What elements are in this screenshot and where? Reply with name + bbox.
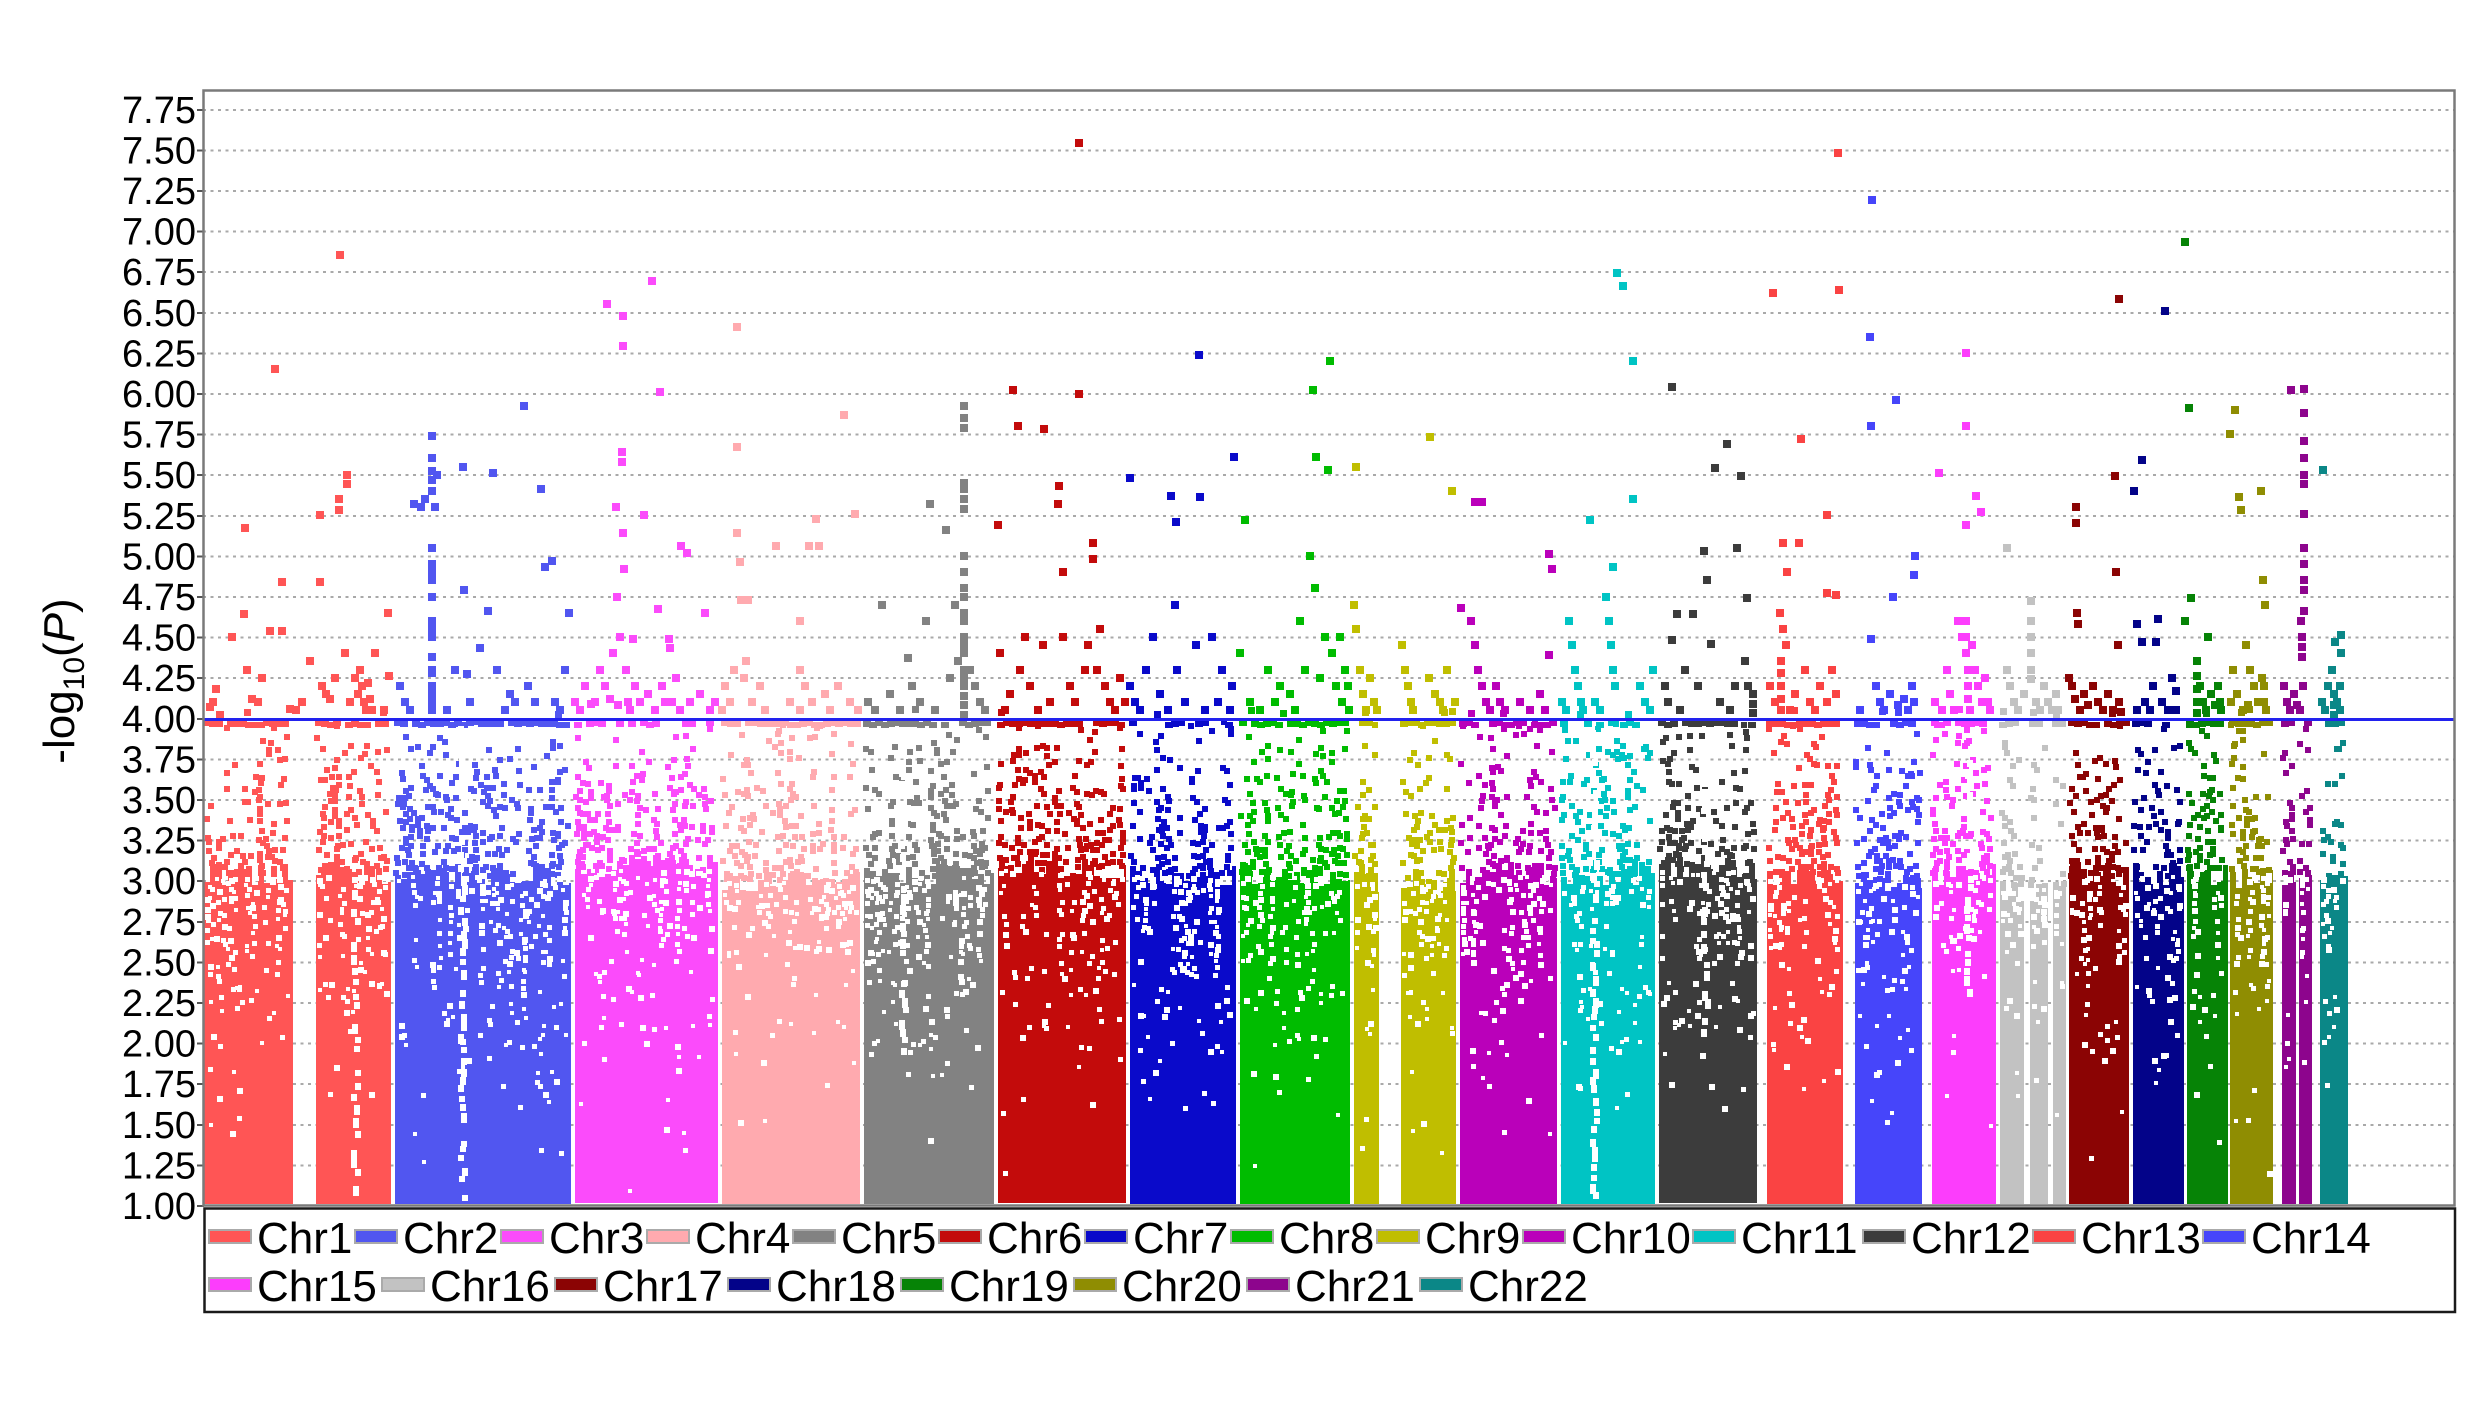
- svg-text:5.50: 5.50: [122, 455, 196, 497]
- svg-text:4.00: 4.00: [122, 699, 196, 741]
- svg-text:Chr14: Chr14: [2251, 1214, 2371, 1263]
- svg-text:Chr3: Chr3: [549, 1214, 644, 1263]
- svg-text:3.50: 3.50: [122, 780, 196, 822]
- svg-text:1.50: 1.50: [122, 1105, 196, 1147]
- svg-text:Chr1: Chr1: [257, 1214, 352, 1263]
- svg-text:7.50: 7.50: [122, 130, 196, 172]
- svg-text:1.00: 1.00: [122, 1186, 196, 1228]
- svg-text:Chr2: Chr2: [403, 1214, 498, 1263]
- svg-text:4.75: 4.75: [122, 577, 196, 619]
- svg-text:Chr11: Chr11: [1741, 1214, 1858, 1263]
- svg-text:Chr6: Chr6: [987, 1214, 1082, 1263]
- svg-text:5.25: 5.25: [122, 496, 196, 538]
- svg-text:Chr19: Chr19: [949, 1262, 1069, 1311]
- svg-text:Chr9: Chr9: [1425, 1214, 1520, 1263]
- svg-text:6.75: 6.75: [122, 252, 196, 294]
- svg-text:5.00: 5.00: [122, 536, 196, 578]
- svg-text:6.25: 6.25: [122, 333, 196, 375]
- svg-text:6.50: 6.50: [122, 293, 196, 335]
- svg-text:-log10(P): -log10(P): [35, 598, 91, 763]
- svg-text:3.75: 3.75: [122, 739, 196, 781]
- svg-text:Chr16: Chr16: [430, 1262, 550, 1311]
- svg-text:7.75: 7.75: [122, 90, 196, 132]
- svg-text:Chr7: Chr7: [1133, 1214, 1228, 1263]
- svg-text:7.00: 7.00: [122, 212, 196, 254]
- svg-text:5.75: 5.75: [122, 415, 196, 457]
- svg-text:Chr10: Chr10: [1571, 1214, 1691, 1263]
- svg-text:Chr20: Chr20: [1122, 1262, 1242, 1311]
- svg-text:Chr4: Chr4: [695, 1214, 790, 1263]
- svg-text:7.25: 7.25: [122, 171, 196, 213]
- svg-text:2.00: 2.00: [122, 1024, 196, 1066]
- svg-text:2.75: 2.75: [122, 902, 196, 944]
- svg-text:4.25: 4.25: [122, 658, 196, 700]
- svg-text:6.00: 6.00: [122, 374, 196, 416]
- svg-text:Chr12: Chr12: [1911, 1214, 2031, 1263]
- svg-text:2.25: 2.25: [122, 983, 196, 1025]
- svg-text:Chr13: Chr13: [2081, 1214, 2201, 1263]
- svg-text:Chr17: Chr17: [603, 1262, 723, 1311]
- svg-text:3.25: 3.25: [122, 821, 196, 863]
- svg-text:2.50: 2.50: [122, 942, 196, 984]
- svg-text:4.50: 4.50: [122, 618, 196, 660]
- svg-text:Chr5: Chr5: [841, 1214, 936, 1263]
- svg-text:1.25: 1.25: [122, 1145, 196, 1187]
- svg-text:Chr18: Chr18: [776, 1262, 896, 1311]
- svg-text:3.00: 3.00: [122, 861, 196, 903]
- svg-text:Chr21: Chr21: [1295, 1262, 1415, 1311]
- svg-text:Chr22: Chr22: [1468, 1262, 1588, 1311]
- svg-text:1.75: 1.75: [122, 1064, 196, 1106]
- svg-text:Chr8: Chr8: [1279, 1214, 1374, 1263]
- svg-text:Chr15: Chr15: [257, 1262, 377, 1311]
